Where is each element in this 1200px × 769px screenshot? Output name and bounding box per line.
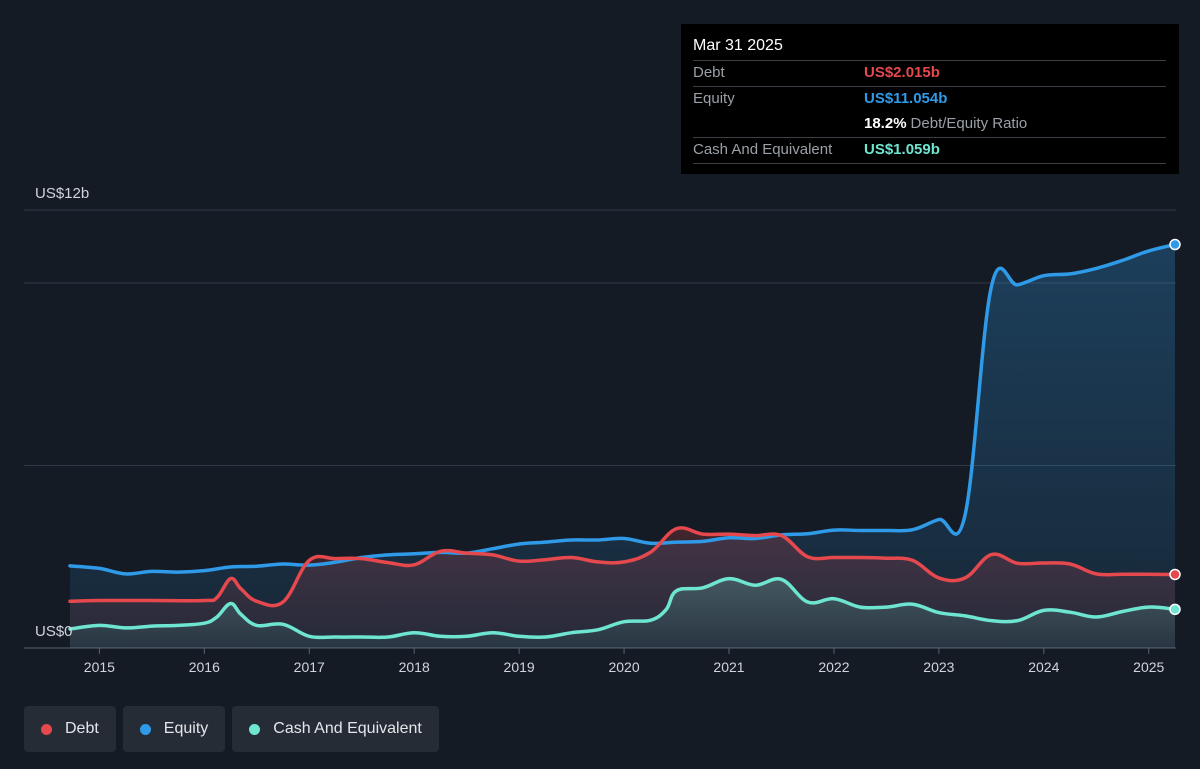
x-tick-label: 2016 [189,659,220,675]
series-areas [70,244,1175,648]
tooltip-ratio-label: Debt/Equity Ratio [910,115,1028,132]
endpoint-debt [1169,568,1181,581]
x-tick-label: 2022 [818,659,849,675]
debt-equity-chart: US$12b US$0 2015 2016 2017 2018 2019 2020 2021… [24,185,1181,675]
line-debt [68,526,1177,608]
x-tick-label: 2021 [713,659,744,675]
legend-label-equity: Equity [163,720,209,737]
y-axis-top-label: US$12b [35,185,89,202]
tooltip-date: Mar 31 2025 [693,37,783,54]
legend-label-cash: Cash And Equivalent [273,720,422,737]
tooltip-panel: Mar 31 2025 Debt US$2.015b Equity US$11.… [681,24,1179,174]
x-tick-label: 2015 [84,659,115,675]
x-tick-label: 2025 [1133,659,1164,675]
tooltip-debt-label: Debt [693,64,725,81]
tooltip-row-cash: Cash And Equivalent US$1.059b [693,137,1166,164]
tooltip-row-ratio: 18.2% Debt/Equity Ratio [693,112,1166,137]
tooltip-cash-label: Cash And Equivalent [693,141,833,158]
x-tick-label: 2018 [399,659,430,675]
legend-item-debt[interactable]: Debt [24,706,116,752]
endpoint-equity [1169,238,1181,251]
x-tick-label: 2023 [923,659,954,675]
legend-item-cash[interactable]: Cash And Equivalent [232,706,439,752]
x-tick-label: 2020 [608,659,639,675]
area-equity [70,244,1175,648]
x-tick-label: 2024 [1028,659,1059,675]
area-cash [70,578,1175,648]
legend-label-debt: Debt [65,720,99,737]
tooltip-cash-value: US$1.059b [864,141,940,158]
legend-dot-cash [249,723,261,735]
x-tick-label: 2019 [504,659,535,675]
chart-legend: Debt Equity Cash And Equivalent [24,706,446,752]
tooltip-ratio-value: 18.2% [864,115,907,132]
tooltip-equity-label: Equity [693,90,735,107]
tooltip-equity-value: US$11.054b [864,90,948,107]
endpoint-cash [1169,603,1181,616]
tooltip-row-equity: Equity US$11.054b [693,86,1166,112]
x-axis-ticks: 2015 2016 2017 2018 2019 2020 2021 2022 2023 2024… [84,648,1165,675]
line-equity [68,242,1177,576]
tooltip-row-debt: Debt US$2.015b [693,60,1166,86]
line-cash [68,576,1177,640]
series-lines [68,242,1177,640]
legend-item-equity[interactable]: Equity [122,706,226,752]
y-axis-bottom-label: US$0 [35,623,73,640]
x-tick-label: 2017 [294,659,325,675]
legend-dot-equity [139,723,151,735]
legend-dot-debt [41,723,52,735]
tooltip-debt-value: US$2.015b [864,64,940,81]
series-endpoints [1169,238,1181,616]
